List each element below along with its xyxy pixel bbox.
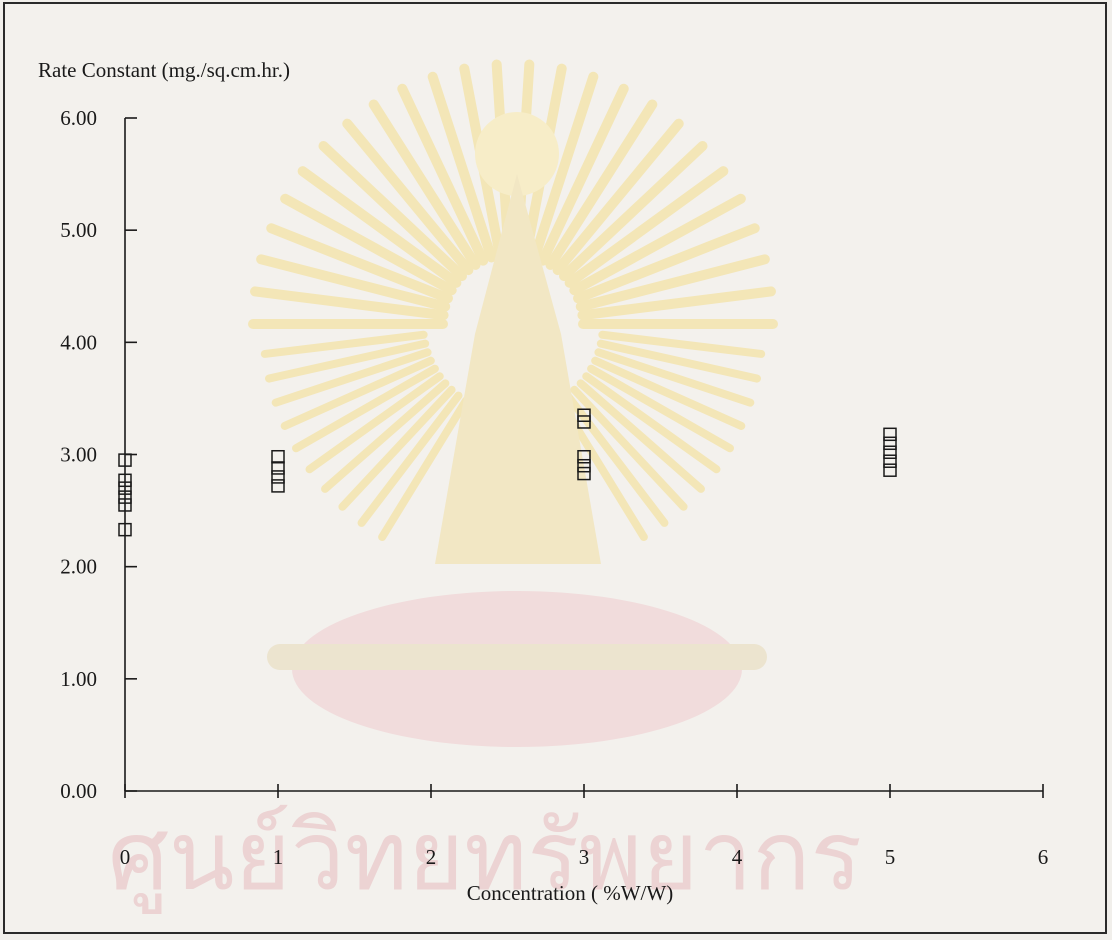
watermark-ray [305, 372, 444, 474]
x-tick-label: 1 [273, 845, 284, 869]
watermark-ray [280, 356, 435, 430]
y-tick-label: 5.00 [60, 218, 97, 242]
data-point [271, 470, 285, 484]
watermark-ray [537, 83, 629, 266]
data-point [577, 449, 591, 464]
watermark-ray [427, 71, 497, 263]
watermark: ศูนย์วิทยทรัพยากร [108, 59, 862, 914]
y-tick-label: 2.00 [60, 555, 97, 579]
watermark-ray [321, 379, 450, 493]
watermark-ray [256, 254, 451, 312]
watermark-ray [545, 99, 658, 270]
watermark-ray [576, 379, 705, 493]
data-point [577, 458, 591, 473]
watermark-ray [280, 193, 457, 296]
watermark-ray [573, 223, 760, 304]
watermark-ray [318, 141, 467, 282]
watermark-ray [587, 364, 734, 453]
y-axis-label: Rate Constant (mg./sq.cm.hr.) [38, 58, 290, 82]
watermark-ray [559, 141, 708, 282]
watermark-ray [552, 118, 684, 276]
data-point [883, 445, 897, 460]
watermark-ray [292, 364, 439, 453]
x-axis-label: Concentration ( %W/W) [467, 881, 673, 905]
watermark-ray [250, 286, 449, 321]
watermark-ray [397, 83, 489, 266]
watermark-sun [475, 112, 559, 196]
data-points [118, 408, 897, 537]
y-tick-label: 1.00 [60, 667, 97, 691]
watermark-ray [529, 71, 599, 263]
data-point [577, 466, 591, 481]
y-tick-label: 6.00 [60, 106, 97, 130]
x-tick-label: 4 [732, 845, 743, 869]
watermark-ray [378, 396, 470, 542]
data-point [271, 449, 285, 464]
watermark-ray [575, 254, 770, 312]
watermark-ray [598, 330, 766, 358]
watermark-ray [265, 339, 430, 383]
data-point [883, 454, 897, 468]
watermark-ray [297, 166, 462, 288]
y-tick-label: 4.00 [60, 330, 97, 354]
watermark-ray [357, 391, 463, 527]
data-point [883, 463, 897, 477]
x-tick-label: 6 [1038, 845, 1049, 869]
watermark-ray [271, 348, 432, 407]
y-tick-label: 3.00 [60, 443, 97, 467]
watermark-ray [591, 356, 746, 430]
watermark-ray [577, 286, 776, 321]
watermark-ray [570, 385, 688, 511]
x-tick-label: 0 [120, 845, 131, 869]
watermark-ray [260, 330, 428, 358]
scatter-chart: ศูนย์วิทยทรัพยากร Rate Constant (mg./sq.… [38, 58, 1049, 914]
watermark-pagoda [435, 174, 601, 564]
data-point [118, 453, 132, 467]
watermark-text: ศูนย์วิทยทรัพยากร [108, 800, 862, 914]
data-point [271, 461, 285, 475]
data-point [118, 522, 132, 537]
watermark-ray [569, 193, 746, 296]
data-point [883, 436, 897, 451]
watermark-bar [267, 644, 767, 670]
watermark-ray [564, 166, 729, 288]
y-tick-label: 0.00 [60, 779, 97, 803]
data-point [577, 415, 591, 429]
x-tick-label: 2 [426, 845, 437, 869]
data-point [883, 427, 897, 442]
data-point [118, 498, 132, 512]
watermark-ray [563, 391, 669, 527]
watermark-ray [266, 223, 453, 304]
chart-frame: ศูนย์วิทยทรัพยากร Rate Constant (mg./sq.… [3, 2, 1107, 934]
watermark-ray [594, 348, 755, 407]
watermark-ray [338, 385, 456, 511]
watermark-ray [582, 372, 721, 474]
data-point [271, 479, 285, 493]
data-point [118, 473, 132, 488]
x-tick-label: 3 [579, 845, 590, 869]
data-point [118, 481, 132, 495]
x-tick-label: 5 [885, 845, 896, 869]
data-point [118, 490, 132, 504]
watermark-ray [368, 99, 481, 270]
watermark-ray [342, 118, 474, 276]
watermark-ray [596, 339, 761, 383]
